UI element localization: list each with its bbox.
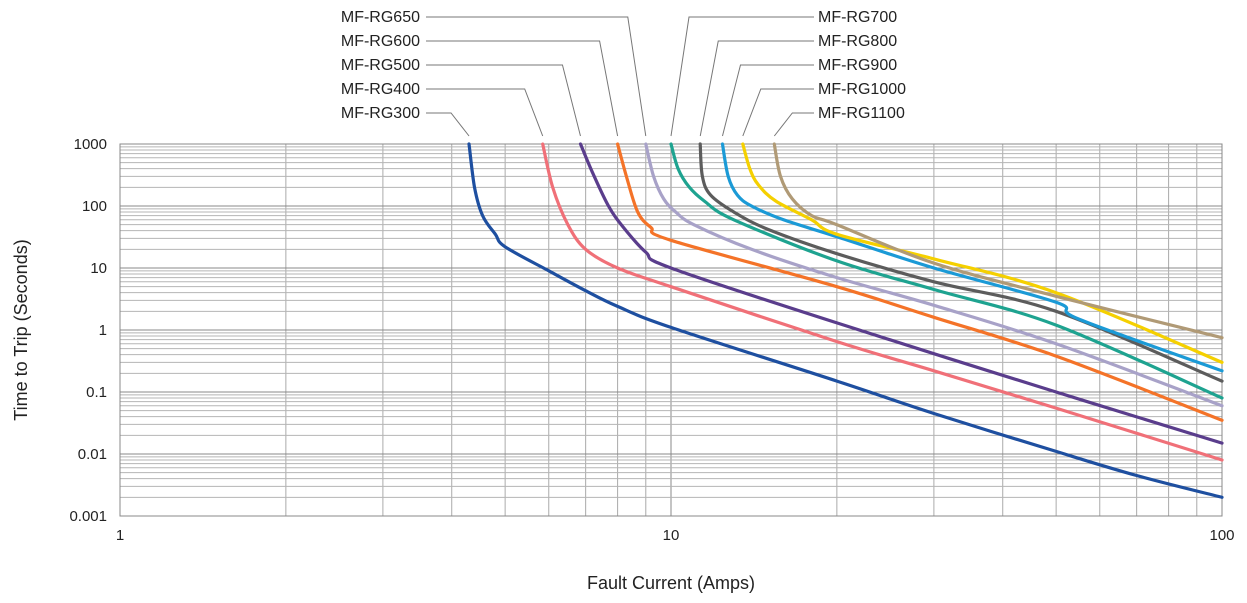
y-tick-label: 0.1 xyxy=(86,384,107,401)
curve-mf-rg800 xyxy=(698,142,1224,383)
legend-label-mf-rg900: MF-RG900 xyxy=(818,57,897,74)
x-axis-title: Fault Current (Amps) xyxy=(587,573,755,593)
curve-mf-rg900 xyxy=(720,142,1224,373)
y-axis-title: Time to Trip (Seconds) xyxy=(11,239,31,420)
y-tick-label: 1 xyxy=(99,322,107,339)
callout-leader-line xyxy=(721,64,814,137)
callout-leader-line xyxy=(670,16,814,137)
curve-mf-rg500 xyxy=(578,142,1224,445)
curve-mf-rg300 xyxy=(467,142,1224,499)
y-tick-label: 10 xyxy=(90,260,107,277)
callout-leader-line xyxy=(699,40,814,137)
curve-mf-rg1000 xyxy=(741,142,1224,364)
legend-label-mf-rg650: MF-RG650 xyxy=(341,9,420,26)
curve-mf-rg1100 xyxy=(772,142,1224,340)
curve-mf-rg700 xyxy=(669,142,1224,400)
curves xyxy=(467,142,1224,499)
legend-callouts: MF-RG650 MF-RG600 MF-RG500 MF-RG400 MF-RG300… xyxy=(341,9,906,137)
curve-mf-rg600 xyxy=(616,142,1224,422)
callout-leader-line xyxy=(742,88,814,137)
legend-label-mf-rg300: MF-RG300 xyxy=(341,105,420,122)
callout-leader-line xyxy=(773,112,814,137)
curve-mf-rg400 xyxy=(541,142,1224,462)
x-tick-labels: 1 10 100 xyxy=(116,527,1235,544)
legend-label-mf-rg500: MF-RG500 xyxy=(341,57,420,74)
legend-label-mf-rg1100: MF-RG1100 xyxy=(818,105,905,122)
y-tick-labels: 1000 100 10 1 0.1 0.01 0.001 xyxy=(69,136,107,525)
callout-leader-line xyxy=(426,88,544,137)
y-tick-label: 100 xyxy=(82,198,107,215)
legend-label-mf-rg600: MF-RG600 xyxy=(341,33,420,50)
curve-mf-rg650 xyxy=(644,142,1224,408)
callout-leader-line xyxy=(426,64,581,137)
callout-leader-line xyxy=(426,112,470,137)
legend-label-mf-rg700: MF-RG700 xyxy=(818,9,897,26)
x-tick-label: 1 xyxy=(116,527,124,544)
y-tick-label: 0.001 xyxy=(69,508,107,525)
x-tick-label: 10 xyxy=(663,527,680,544)
x-tick-label: 100 xyxy=(1209,527,1234,544)
legend-label-mf-rg1000: MF-RG1000 xyxy=(818,81,906,98)
callout-leader-line xyxy=(426,40,619,137)
legend-label-mf-rg400: MF-RG400 xyxy=(341,81,420,98)
y-tick-label: 0.01 xyxy=(78,446,107,463)
y-tick-label: 1000 xyxy=(74,136,107,153)
callout-leader-line xyxy=(426,16,647,137)
legend-label-mf-rg800: MF-RG800 xyxy=(818,33,897,50)
grid xyxy=(120,144,1222,516)
